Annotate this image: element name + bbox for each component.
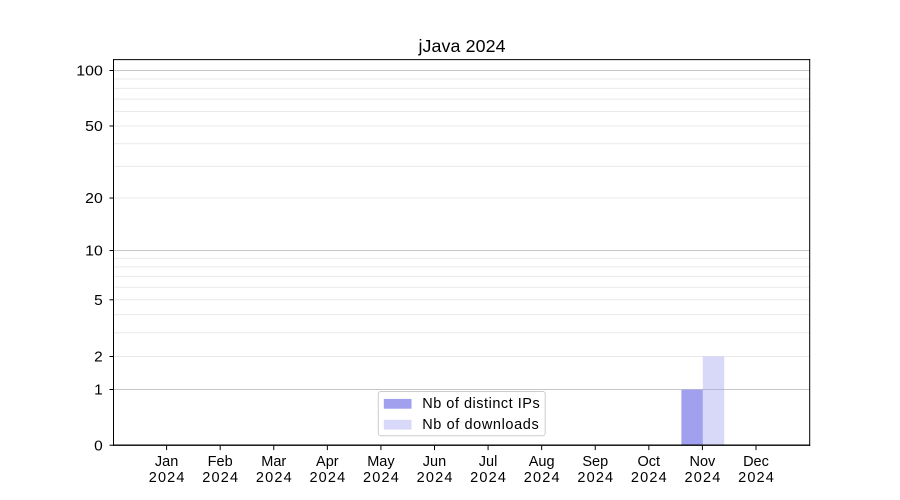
svg-text:Jun: Jun <box>423 454 446 470</box>
svg-text:Apr: Apr <box>316 454 339 470</box>
svg-text:2024: 2024 <box>577 470 613 486</box>
svg-text:2024: 2024 <box>524 470 560 486</box>
svg-text:Nov: Nov <box>690 454 717 470</box>
svg-text:100: 100 <box>76 64 103 80</box>
svg-text:2024: 2024 <box>363 470 399 486</box>
svg-text:2024: 2024 <box>309 470 345 486</box>
svg-text:10: 10 <box>85 244 103 260</box>
svg-text:Jan: Jan <box>155 454 178 470</box>
svg-text:Aug: Aug <box>529 454 555 470</box>
svg-text:Oct: Oct <box>638 454 661 470</box>
svg-text:20: 20 <box>85 191 103 207</box>
svg-text:0: 0 <box>94 438 103 454</box>
svg-text:5: 5 <box>94 293 103 309</box>
svg-text:2024: 2024 <box>738 470 774 486</box>
svg-text:May: May <box>367 454 395 470</box>
svg-text:2024: 2024 <box>470 470 506 486</box>
svg-text:Nb of downloads: Nb of downloads <box>422 417 539 433</box>
svg-text:Mar: Mar <box>261 454 286 470</box>
svg-text:Nb of distinct IPs: Nb of distinct IPs <box>422 396 540 412</box>
svg-text:2024: 2024 <box>149 470 185 486</box>
svg-text:2024: 2024 <box>685 470 721 486</box>
svg-text:2024: 2024 <box>202 470 238 486</box>
svg-text:2024: 2024 <box>631 470 667 486</box>
svg-text:Jul: Jul <box>479 454 498 470</box>
svg-text:Dec: Dec <box>743 454 769 470</box>
svg-text:1: 1 <box>94 383 103 399</box>
svg-text:50: 50 <box>85 119 103 135</box>
svg-text:Feb: Feb <box>208 454 233 470</box>
svg-text:Sep: Sep <box>582 454 608 470</box>
svg-text:2024: 2024 <box>417 470 453 486</box>
svg-text:2: 2 <box>94 350 103 366</box>
svg-text:jJava 2024: jJava 2024 <box>418 36 506 56</box>
svg-text:2024: 2024 <box>256 470 292 486</box>
